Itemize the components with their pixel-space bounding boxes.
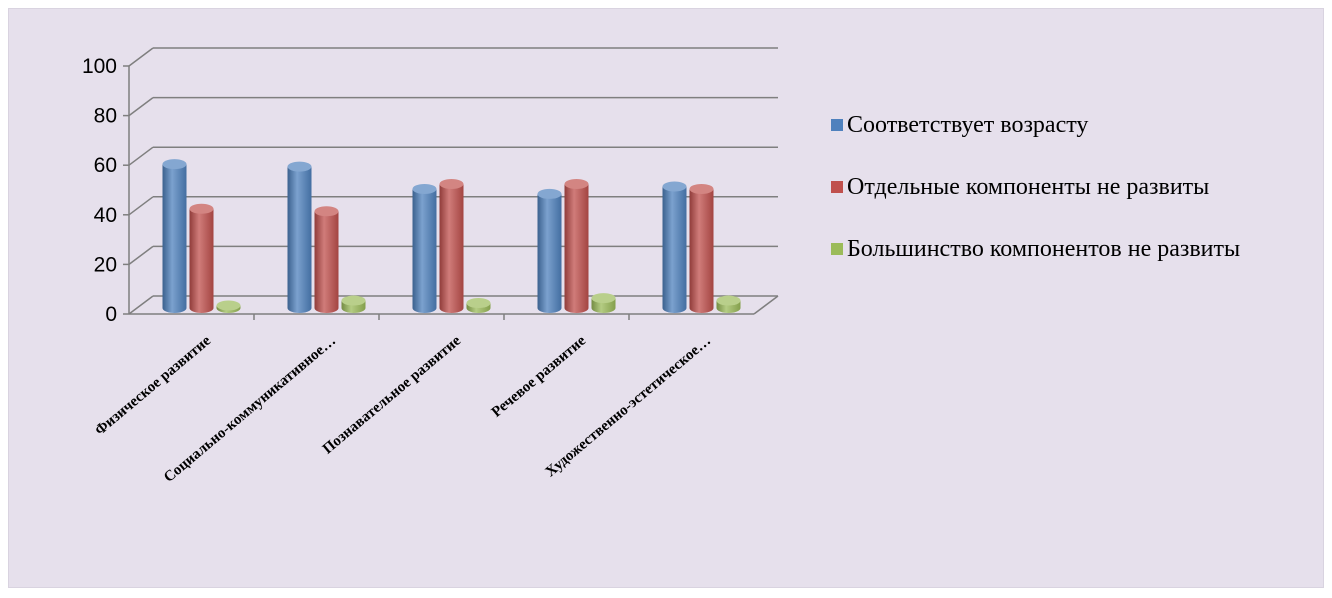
legend-label-series-2: Отдельные компоненты не развиты [847, 174, 1210, 200]
bar-1-5 [662, 181, 687, 313]
bar-2-3 [439, 179, 464, 313]
y-tick-label-100: 100 [82, 55, 117, 78]
x-tick-label-3: Познавательное развитие [320, 333, 464, 458]
legend-swatch-series-2 [831, 181, 843, 193]
bar-3-3 [466, 298, 491, 313]
bar-1-4 [537, 188, 562, 313]
bar-1-3 [412, 183, 437, 313]
y-tick-label-40: 40 [94, 204, 117, 227]
gridline-depth-60 [128, 146, 154, 166]
gridline-depth-100 [128, 47, 154, 67]
legend-item-series-1: Соответствует возрасту [831, 109, 1271, 141]
legend-item-series-2: Отдельные компоненты не развиты [831, 171, 1271, 203]
legend-swatch-series-1 [831, 119, 843, 131]
legend-label-series-1: Соответствует возрасту [847, 112, 1089, 138]
legend: Соответствует возрасту Отдельные компоне… [831, 109, 1271, 265]
bar-2-1 [189, 203, 214, 313]
bar-3-4 [591, 293, 616, 313]
gridline-depth-0 [128, 295, 154, 315]
gridline-depth-80 [128, 96, 154, 117]
bar-2-2 [314, 206, 339, 313]
legend-label-series-3: Большинство компонентов не развиты [847, 236, 1241, 262]
y-tick-label-20: 20 [94, 253, 117, 276]
bar-1-2 [287, 161, 312, 313]
bar-3-2 [341, 295, 366, 313]
y-tick-label-80: 80 [94, 105, 117, 128]
chart-area: 0 20 40 60 80 100 Физическое развитие Социально… [8, 8, 1324, 588]
floor-side-line [753, 295, 779, 315]
y-tick-label-0: 0 [105, 303, 117, 326]
bar-2-4 [564, 179, 589, 313]
gridline-depth-40 [128, 196, 154, 216]
y-tick-label-60: 60 [94, 154, 117, 177]
bar-3-1 [216, 300, 241, 313]
legend-swatch-series-3 [831, 243, 843, 255]
bar-3-5 [716, 295, 741, 313]
gridline-depth-20 [128, 245, 154, 265]
legend-item-series-3: Большинство компонентов не развиты [831, 233, 1271, 265]
bar-1-1 [162, 159, 187, 313]
x-tick-label-4: Речевое развитие [489, 333, 590, 421]
x-tick-label-1: Физическое развитие [92, 333, 214, 439]
bar-2-5 [689, 183, 714, 313]
